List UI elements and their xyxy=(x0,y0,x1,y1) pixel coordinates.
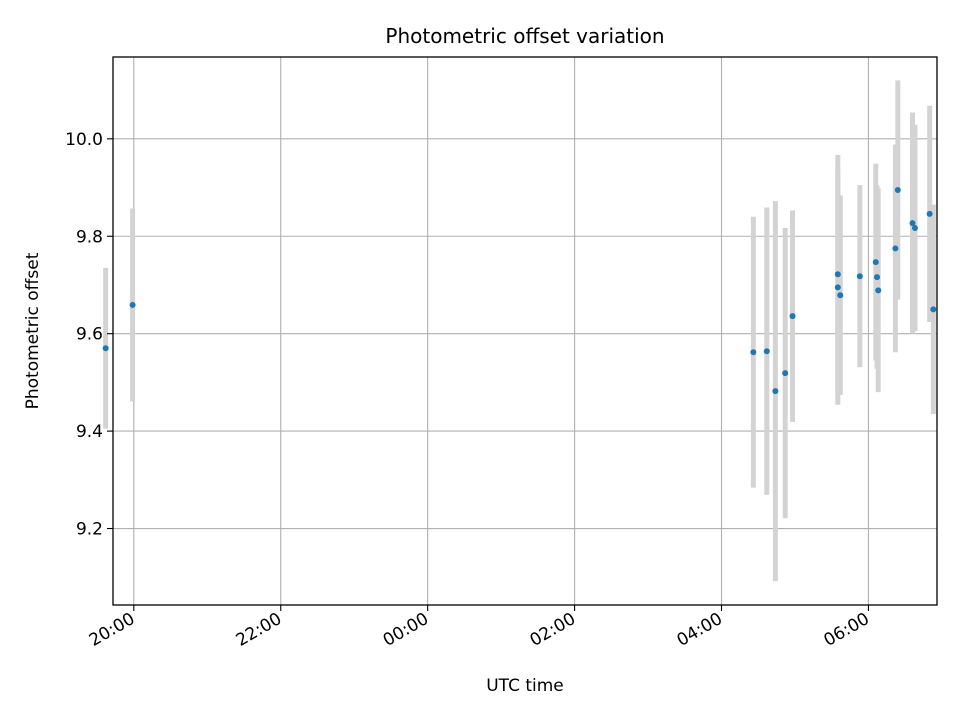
data-point xyxy=(102,345,109,352)
data-point xyxy=(926,210,933,217)
data-point xyxy=(894,186,901,193)
data-point xyxy=(763,348,770,355)
y-tick-label: 9.4 xyxy=(76,422,103,442)
y-tick-label: 10.0 xyxy=(65,130,103,150)
data-point xyxy=(834,271,841,278)
data-point xyxy=(874,274,881,281)
chart-title: Photometric offset variation xyxy=(385,24,664,48)
y-axis-label: Photometric offset xyxy=(23,252,43,409)
data-point xyxy=(789,313,796,320)
data-point xyxy=(129,301,136,308)
data-point xyxy=(837,292,844,299)
data-point xyxy=(892,245,899,252)
data-point xyxy=(930,306,937,313)
data-points xyxy=(102,186,937,395)
data-point xyxy=(834,284,841,291)
y-tick-label: 9.2 xyxy=(76,520,103,540)
plot-area-frame xyxy=(112,56,938,606)
data-point xyxy=(872,259,879,266)
y-tick-label: 9.8 xyxy=(76,227,103,247)
data-point xyxy=(782,370,789,377)
data-point xyxy=(750,349,757,356)
data-point xyxy=(772,388,779,395)
y-axis-ticks: 9.2 9.4 9.6 9.8 10.0 xyxy=(65,130,113,540)
data-point xyxy=(909,220,916,227)
data-point xyxy=(875,287,882,294)
data-point xyxy=(856,273,863,280)
y-tick-label: 9.6 xyxy=(76,325,103,345)
x-axis-label: UTC time xyxy=(486,676,564,696)
data-point xyxy=(911,224,918,231)
grid xyxy=(113,57,937,605)
